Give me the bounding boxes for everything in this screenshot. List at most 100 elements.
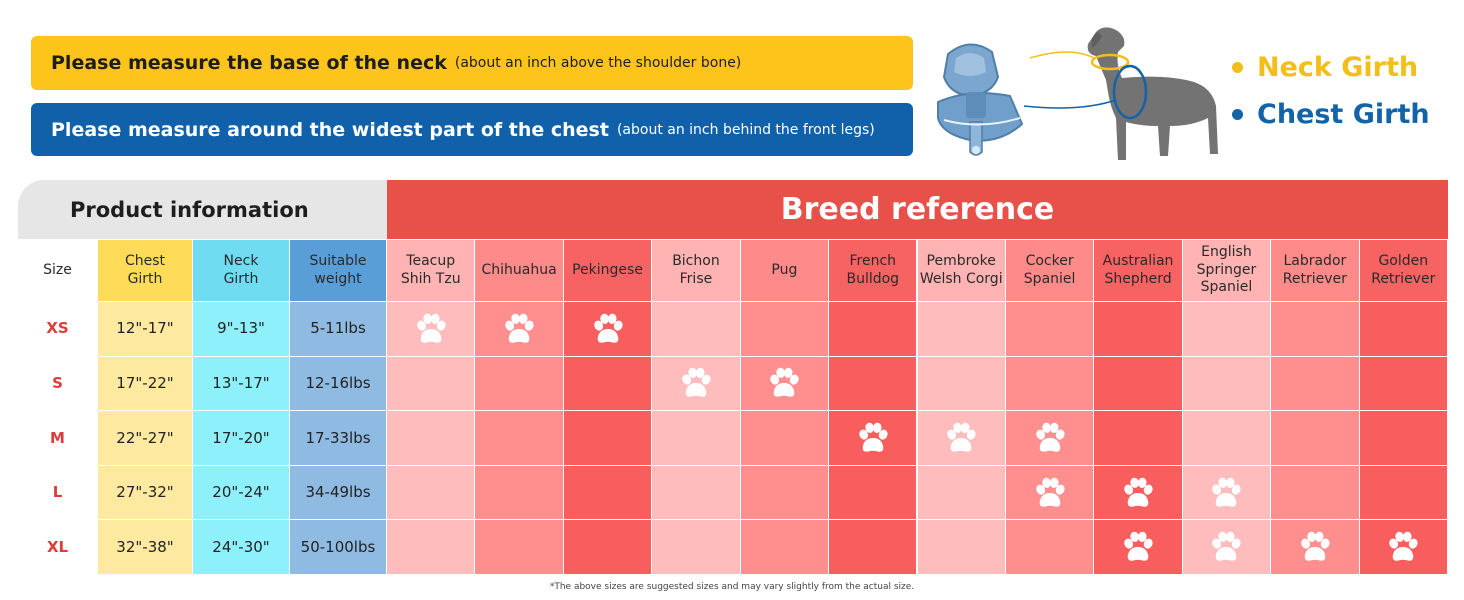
- breed-fit-cell: [387, 356, 475, 411]
- product-info-header: Product information: [18, 180, 387, 239]
- chest-measure-note: (about an inch behind the front legs): [616, 121, 875, 138]
- neck-girth-value: 9"-13": [193, 302, 289, 356]
- breed-fit-cell: [740, 356, 829, 411]
- weight-value: 50-100lbs: [290, 520, 386, 574]
- footnote: *The above sizes are suggested sizes and…: [549, 582, 915, 592]
- breed-fit-cell: [1094, 520, 1182, 574]
- paw-print-icon: [947, 422, 976, 452]
- breed-fit-cell: [1005, 356, 1094, 411]
- breed-fit-cell: [563, 411, 652, 465]
- weight-value: 17-33lbs: [290, 411, 386, 465]
- weight-value: 12-16lbs: [290, 356, 386, 411]
- neck-girth-column-header: Neck Girth: [193, 240, 289, 301]
- breed-fit-cell: [475, 302, 563, 356]
- neck-girth-guide: [1029, 51, 1095, 59]
- breed-fit-cell: [1271, 520, 1359, 574]
- breed-header-4: Pug: [740, 240, 829, 301]
- neck-girth-value: 24"-30": [193, 520, 289, 574]
- breed-header-2: Pekingese: [563, 240, 652, 301]
- breed-fit-cell: [1359, 520, 1447, 574]
- chest-girth-value: 22"-27": [98, 411, 192, 465]
- breed-header-10: Labrador Retriever: [1271, 240, 1359, 301]
- dog-silhouette: [1087, 27, 1218, 160]
- neck-girth-ring: [1090, 53, 1130, 71]
- breed-fit-cell: [652, 356, 740, 411]
- breed-fit-cell: [829, 465, 917, 520]
- chest-measure-banner: Please measure around the widest part of…: [31, 103, 913, 156]
- breed-header-0: Teacup Shih Tzu: [387, 240, 475, 301]
- neck-girth-value: 20"-24": [193, 465, 289, 520]
- breed-reference-header: Breed reference: [387, 180, 1448, 239]
- paw-print-icon: [1212, 477, 1242, 507]
- breed-fit-cell: [652, 520, 740, 574]
- paw-print-icon: [416, 313, 446, 343]
- breed-fit-cell: [563, 465, 652, 520]
- breed-fit-cell: [740, 411, 829, 465]
- breed-fit-cell: [1094, 411, 1182, 465]
- paw-print-icon: [1035, 477, 1065, 507]
- size-label: L: [18, 465, 97, 520]
- breed-fit-cell: [1094, 465, 1182, 520]
- chest-girth-value: 17"-22": [98, 356, 192, 411]
- breed-fit-cell: [917, 465, 1005, 520]
- breed-fit-cell: [1359, 356, 1447, 411]
- breed-header-1: Chihuahua: [475, 240, 563, 301]
- breed-fit-cell: [829, 302, 917, 356]
- chest-girth-ring: [1112, 64, 1148, 120]
- breed-fit-cell: [1182, 465, 1271, 520]
- breed-fit-cell: [740, 302, 829, 356]
- breed-fit-cell: [652, 302, 740, 356]
- breed-fit-cell: [652, 411, 740, 465]
- breed-fit-cell: [1182, 520, 1271, 574]
- size-label: M: [18, 411, 97, 465]
- breed-header-7: Cocker Spaniel: [1005, 240, 1094, 301]
- legend-chest-label: Chest Girth: [1257, 99, 1430, 130]
- neck-measure-note: (about an inch above the shoulder bone): [454, 55, 742, 71]
- paw-print-icon: [1124, 531, 1153, 561]
- paw-print-icon: [1035, 422, 1065, 452]
- paw-print-icon: [505, 313, 534, 343]
- breed-header-8: Australian Shepherd: [1094, 240, 1182, 301]
- breed-fit-cell: [387, 520, 475, 574]
- chest-girth-value: 32"-38": [98, 520, 192, 574]
- breed-fit-cell: [387, 465, 475, 520]
- paw-print-icon: [1212, 531, 1242, 561]
- breed-fit-cell: [563, 520, 652, 574]
- breed-fit-cell: [1271, 411, 1359, 465]
- chest-measure-title: Please measure around the widest part of…: [51, 118, 609, 141]
- breed-fit-cell: [1182, 356, 1271, 411]
- breed-header-9: English Springer Spaniel: [1182, 240, 1271, 301]
- breed-fit-cell: [917, 302, 1005, 356]
- breed-fit-cell: [1271, 356, 1359, 411]
- breed-fit-cell: [563, 356, 652, 411]
- paw-print-icon: [682, 368, 711, 398]
- breed-header-6: Pembroke Welsh Corgi: [917, 240, 1005, 301]
- weight-value: 34-49lbs: [290, 465, 386, 520]
- neck-dot-icon: [1232, 62, 1243, 73]
- breed-fit-cell: [1359, 465, 1447, 520]
- harness-image: [937, 43, 1024, 156]
- size-label: XL: [18, 520, 97, 574]
- paw-print-icon: [859, 422, 888, 452]
- suitable-weight-column-header: Suitable weight: [290, 240, 386, 301]
- chest-dot-icon: [1232, 109, 1243, 120]
- breed-fit-cell: [829, 520, 917, 574]
- neck-measure-banner: Please measure the base of the neck (abo…: [31, 36, 913, 90]
- breed-fit-cell: [1005, 520, 1094, 574]
- neck-girth-value: 13"-17": [193, 356, 289, 411]
- breed-fit-cell: [387, 411, 475, 465]
- breed-fit-cell: [1359, 302, 1447, 356]
- breed-fit-cell: [917, 411, 1005, 465]
- breed-fit-cell: [475, 465, 563, 520]
- paw-print-icon: [1389, 531, 1418, 561]
- breed-fit-cell: [475, 411, 563, 465]
- legend-neck-girth: Neck Girth: [1232, 52, 1418, 83]
- breed-fit-cell: [1005, 411, 1094, 465]
- legend-chest-girth: Chest Girth: [1232, 99, 1430, 130]
- breed-fit-cell: [1094, 302, 1182, 356]
- breed-fit-cell: [563, 302, 652, 356]
- breed-fit-cell: [387, 302, 475, 356]
- harness-dog-illustration: [937, 27, 1218, 160]
- breed-fit-cell: [475, 356, 563, 411]
- neck-measure-title: Please measure the base of the neck: [51, 52, 447, 74]
